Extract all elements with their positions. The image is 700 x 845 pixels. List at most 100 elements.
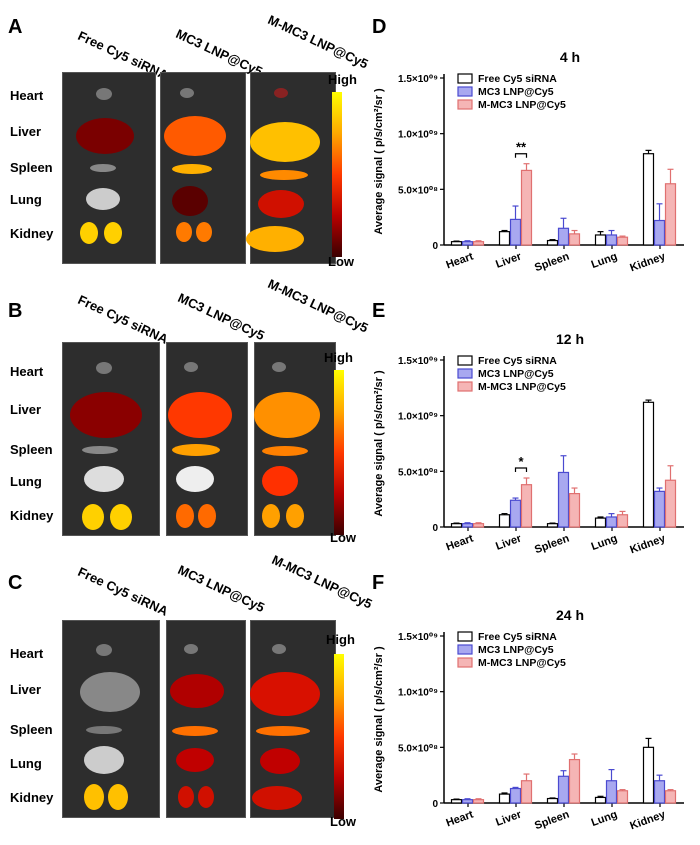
panel-letter-a: A	[8, 16, 23, 38]
organ-image	[86, 726, 122, 734]
organ-label-spleen: Spleen	[10, 160, 53, 175]
x-tick-label: Heart	[444, 808, 475, 829]
organ-image	[172, 164, 212, 174]
legend-label: MC3 LNP@Cy5	[478, 368, 554, 380]
organ-image	[184, 362, 198, 372]
x-tick-label: Spleen	[533, 532, 571, 556]
bar	[546, 797, 559, 804]
image-panel-c: Free Cy5 siRNA MC3 LNP@Cy5 M-MC3 LNP@Cy5	[10, 552, 375, 818]
image-column-m-mc3	[254, 342, 336, 536]
column-label-mc3: MC3 LNP@Cy5	[175, 290, 267, 344]
organ-image	[110, 504, 132, 530]
image-panel-b: Free Cy5 siRNA MC3 LNP@Cy5 M-MC3 LNP@Cy5	[10, 276, 371, 536]
bar	[568, 758, 581, 804]
significance-bracket	[514, 467, 528, 473]
y-tick-label: 1.5×10⁰⁹	[398, 74, 438, 85]
organ-image	[272, 644, 286, 654]
organ-image	[260, 748, 300, 774]
bar	[568, 233, 581, 246]
organ-image	[176, 222, 192, 242]
bar	[509, 787, 522, 804]
bar	[520, 484, 533, 528]
y-axis-label: Average signal ( p/s/cm²/sr )	[373, 88, 385, 235]
organ-image	[82, 446, 118, 454]
significance-bracket	[514, 153, 528, 158]
organ-image	[198, 786, 214, 808]
image-column-mc3	[166, 620, 246, 818]
intensity-scale-bar-c	[334, 654, 344, 819]
y-tick-label: 1.0×10⁰⁹	[398, 412, 438, 423]
bar	[616, 790, 629, 804]
bar-chart-4h: 4 h Average signal ( p/s/cm²/sr ) 0 5.0×10⁰…	[373, 49, 684, 274]
image-column-free	[62, 342, 160, 536]
legend-swatch	[457, 657, 473, 668]
bar	[461, 523, 474, 528]
bar	[664, 479, 677, 528]
organ-image	[176, 466, 214, 492]
legend-label: M-MC3 LNP@Cy5	[478, 99, 566, 111]
bar-chart-24h: 24 h Average signal ( p/s/cm²/sr ) 0 5.0×10…	[373, 607, 684, 832]
y-tick-label: 1.5×10⁰⁹	[398, 632, 438, 643]
image-column-mc3	[166, 342, 248, 536]
bar	[616, 514, 629, 528]
bar	[450, 799, 463, 804]
organ-image	[274, 88, 288, 98]
legend-label: Free Cy5 siRNA	[478, 355, 557, 367]
organ-label-kidney: Kidney	[10, 508, 54, 523]
legend-label: M-MC3 LNP@Cy5	[478, 657, 566, 669]
bar	[472, 523, 485, 528]
bar	[594, 796, 607, 804]
legend-swatch	[457, 381, 473, 392]
panel-letter-b: B	[8, 300, 23, 322]
legend-swatch	[457, 99, 473, 110]
scale-high-label: High	[324, 350, 353, 365]
legend-swatch	[457, 631, 473, 642]
intensity-scale-bar-a	[332, 92, 342, 257]
bar	[520, 780, 533, 804]
organ-image	[84, 746, 124, 774]
intensity-scale-bar-b	[334, 370, 344, 535]
bar	[594, 234, 607, 246]
organ-image	[172, 726, 218, 736]
organ-image	[262, 466, 298, 496]
organ-image	[104, 222, 122, 244]
organ-image	[252, 786, 302, 810]
bar	[557, 775, 570, 804]
organ-image	[178, 786, 194, 808]
y-tick-label: 0	[432, 523, 438, 534]
organ-image	[176, 748, 214, 772]
legend-swatch	[457, 368, 473, 379]
organ-image	[108, 784, 128, 810]
bar	[472, 799, 485, 804]
bar	[520, 169, 533, 246]
organ-image	[168, 392, 232, 438]
x-tick-label: Kidney	[628, 250, 667, 274]
organ-image	[262, 504, 280, 528]
y-tick-label: 0	[432, 241, 438, 252]
y-tick-label: 5.0×10⁰⁸	[398, 467, 438, 478]
x-tick-label: Liver	[494, 808, 523, 829]
y-axis-label: Average signal ( p/s/cm²/sr )	[373, 370, 385, 517]
organ-image	[96, 644, 112, 656]
column-label-free: Free Cy5 siRNA	[75, 292, 171, 347]
organ-image	[254, 392, 320, 438]
x-tick-label: Lung	[590, 533, 619, 553]
bar	[498, 793, 511, 804]
organ-label-lung: Lung	[10, 474, 42, 489]
bar	[605, 516, 618, 528]
legend-label: Free Cy5 siRNA	[478, 631, 557, 643]
organ-label-heart: Heart	[10, 88, 44, 103]
bar	[605, 780, 618, 804]
organ-image	[82, 504, 104, 530]
organ-label-spleen: Spleen	[10, 442, 53, 457]
legend-label: MC3 LNP@Cy5	[478, 644, 554, 656]
organ-image	[86, 188, 120, 210]
bar	[498, 231, 511, 246]
organ-label-heart: Heart	[10, 646, 44, 661]
organ-image	[80, 222, 98, 244]
bar	[616, 236, 629, 246]
organ-image	[84, 466, 124, 492]
organ-image	[256, 726, 310, 736]
organ-image	[258, 190, 304, 218]
legend-swatch	[457, 73, 473, 84]
